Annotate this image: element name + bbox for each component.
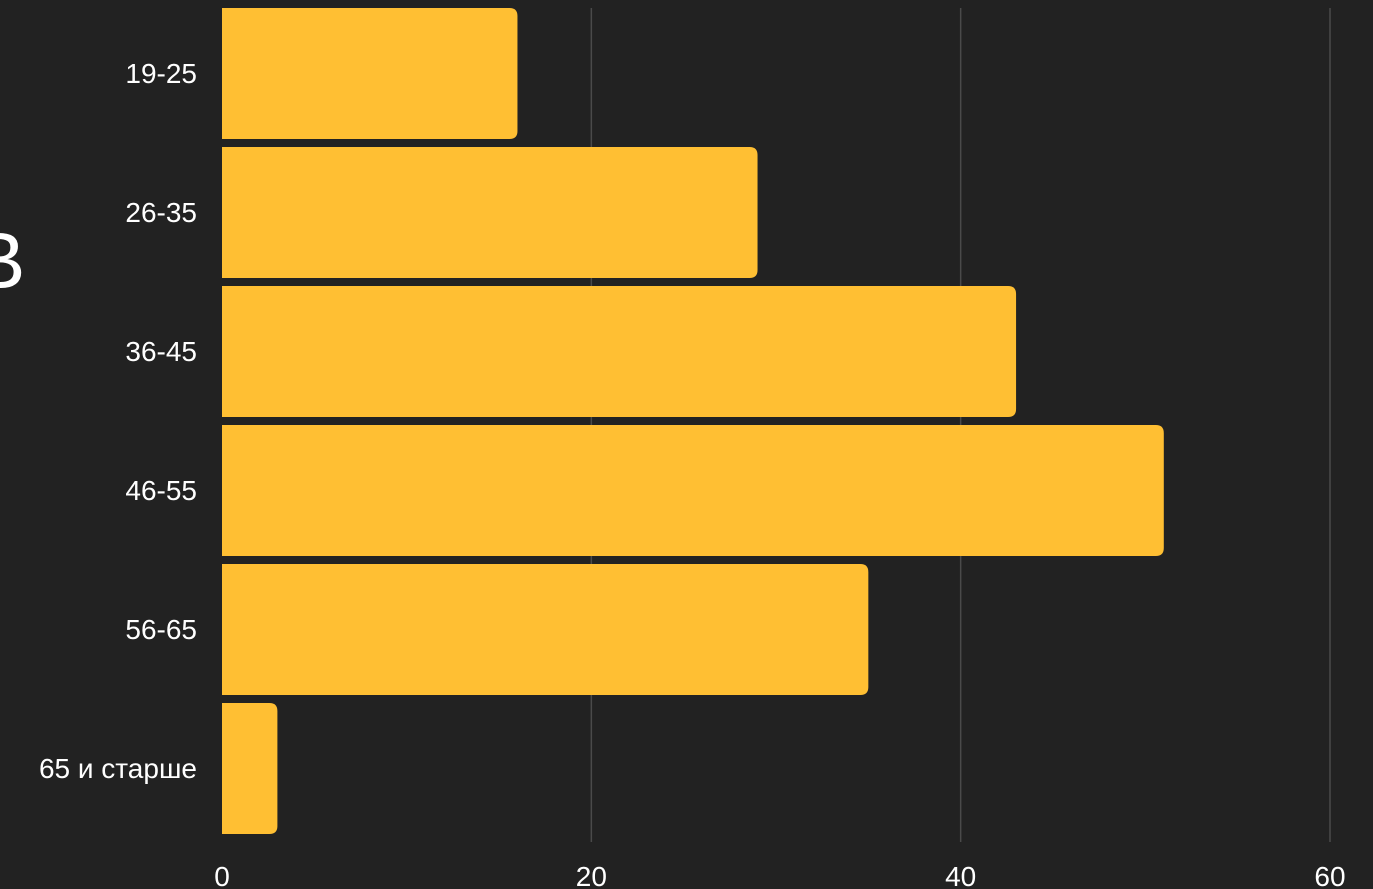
category-label-3: 46-55 [125, 475, 197, 506]
bar-5 [222, 703, 278, 834]
bar-4 [222, 564, 869, 695]
bars-layer [222, 8, 1164, 834]
category-label-4: 56-65 [125, 614, 197, 645]
bar-3 [222, 425, 1164, 556]
bar-0 [222, 8, 518, 139]
category-label-2: 36-45 [125, 336, 197, 367]
x-tick-labels: 0 20 40 60 [214, 861, 1345, 889]
category-label-1: 26-35 [125, 197, 197, 228]
x-tick-label-0: 0 [214, 861, 230, 889]
category-label-0: 19-25 [125, 58, 197, 89]
x-tick-label-60: 60 [1314, 861, 1345, 889]
category-labels: 19-25 26-35 36-45 46-55 56-65 65 и старше [39, 58, 197, 784]
cropped-axis-title-glyph: В [0, 216, 25, 305]
category-label-5: 65 и старше [39, 753, 197, 784]
x-tick-label-40: 40 [945, 861, 976, 889]
bar-2 [222, 286, 1017, 417]
x-tick-label-20: 20 [576, 861, 607, 889]
bar-1 [222, 147, 758, 278]
